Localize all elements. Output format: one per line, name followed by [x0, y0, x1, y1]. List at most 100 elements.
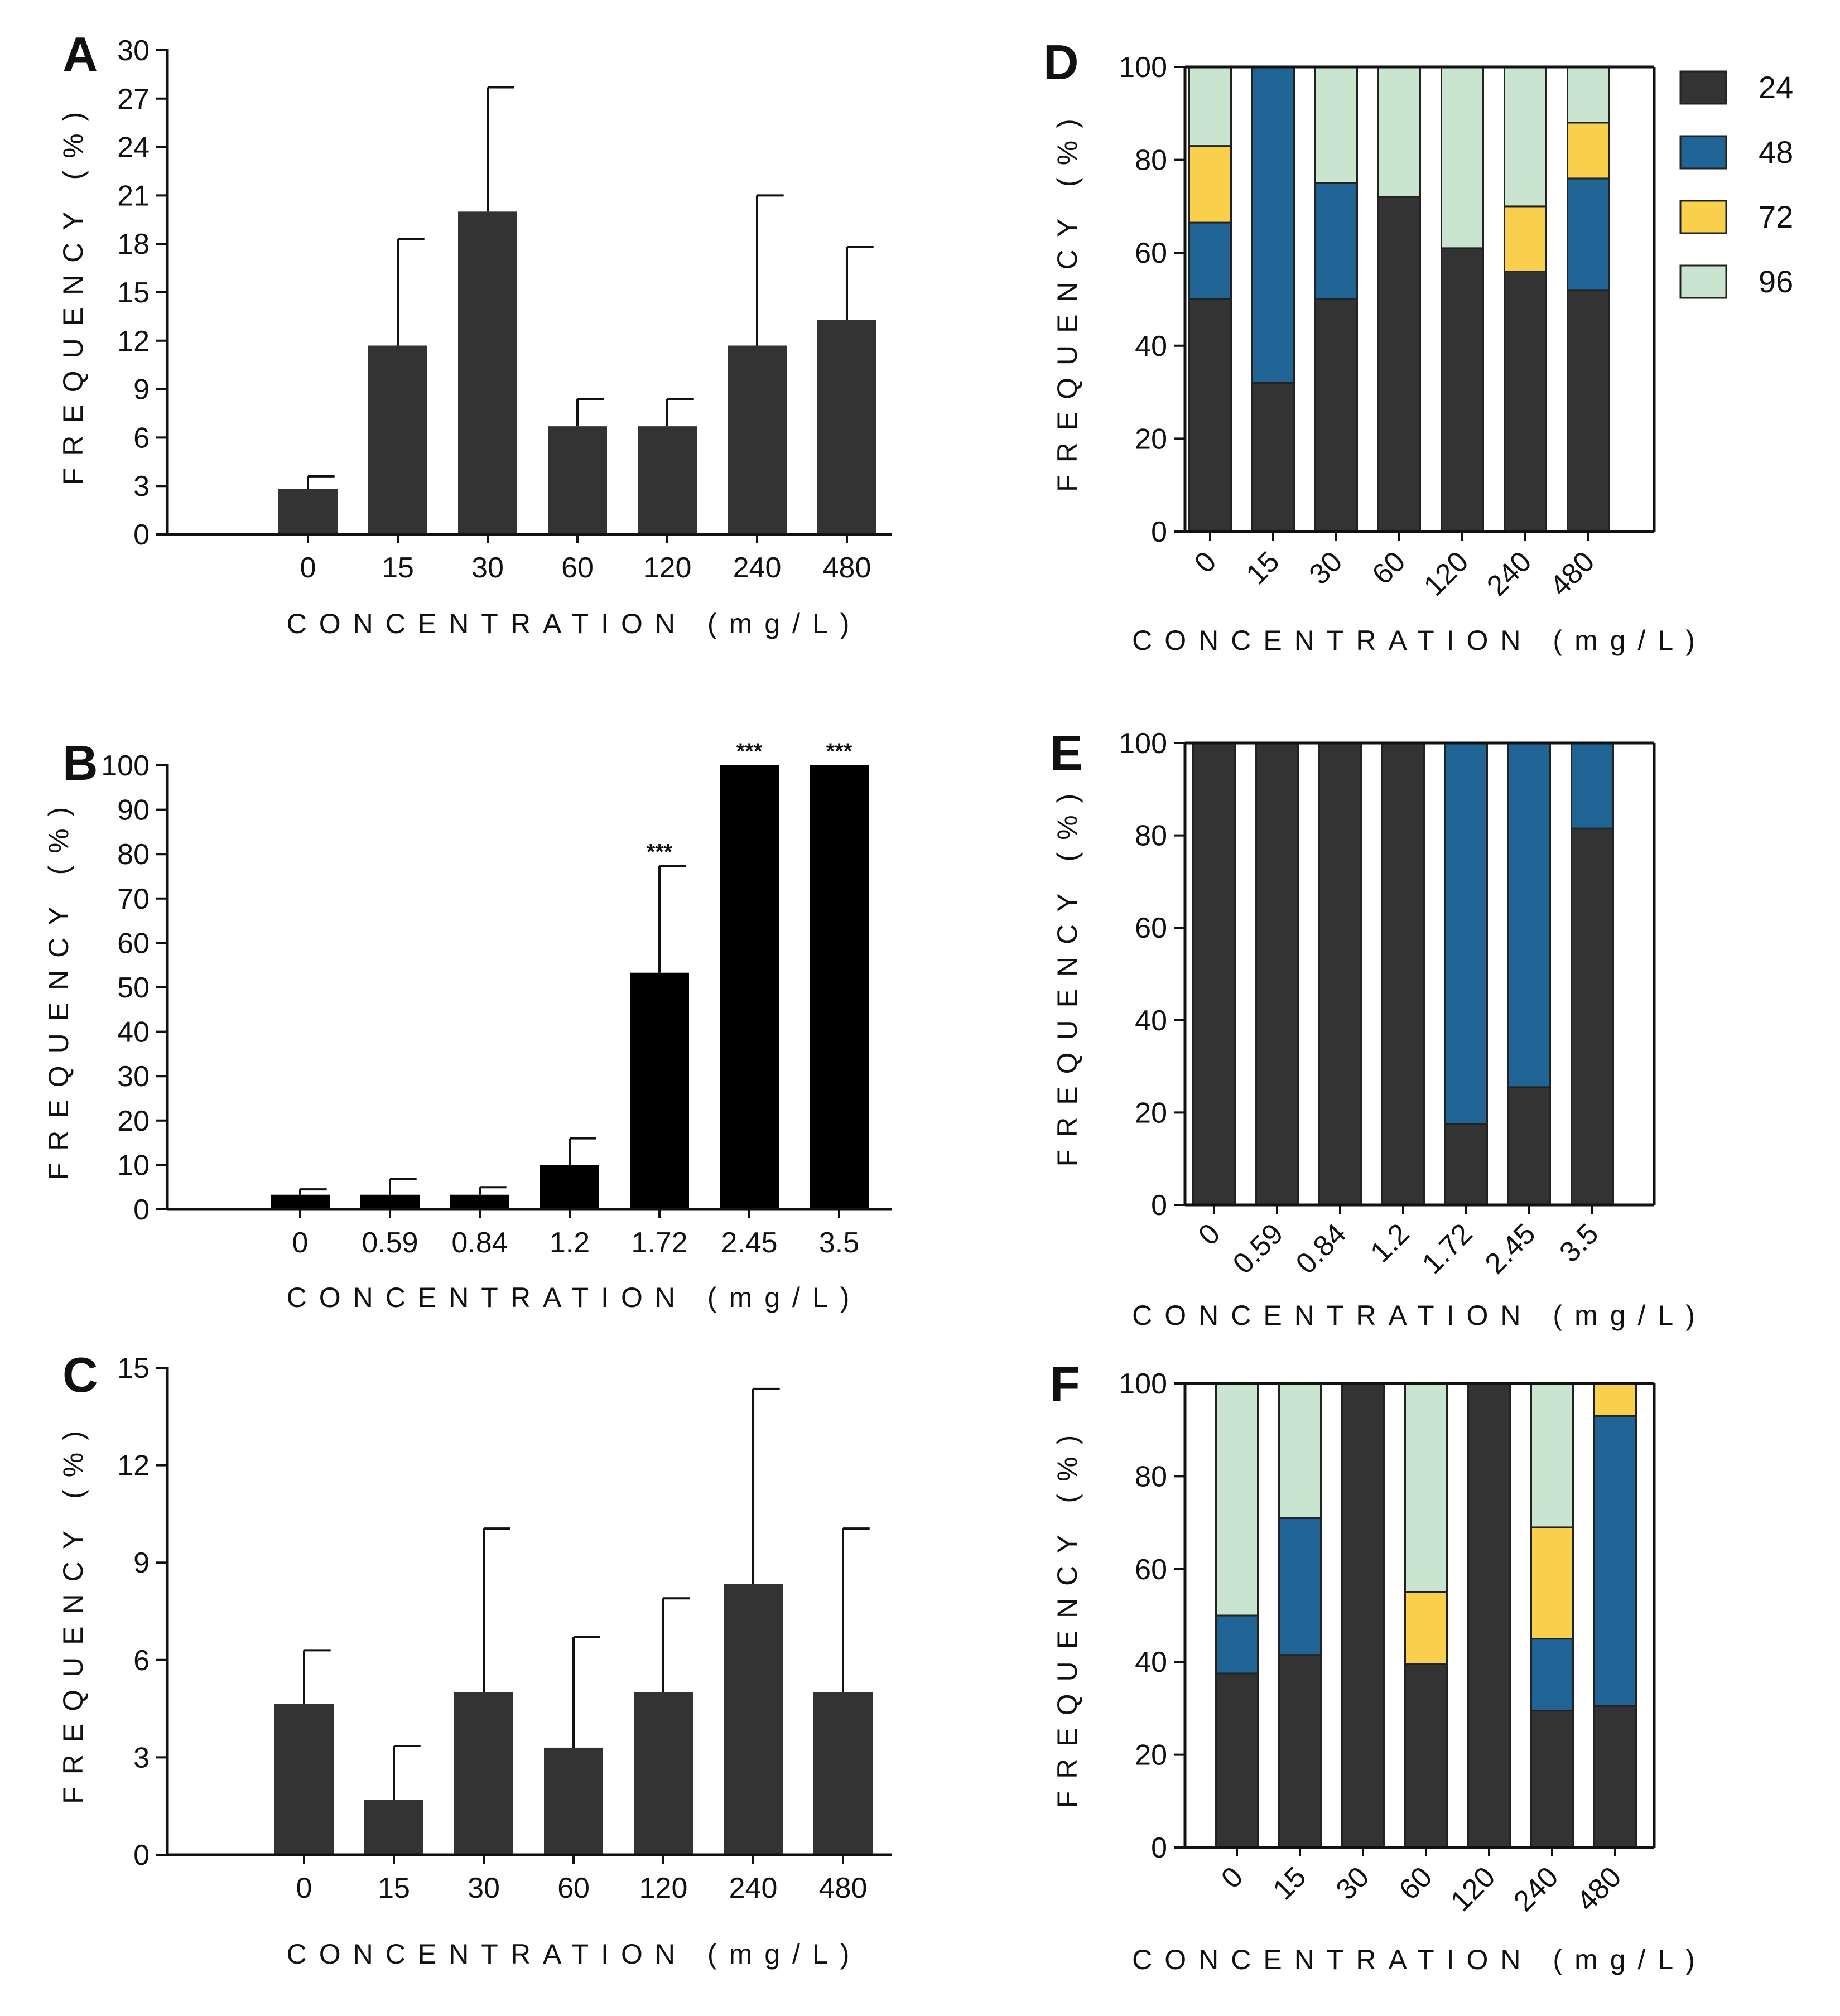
bar: [813, 1692, 873, 1855]
x-tick-label: 480: [1571, 1860, 1627, 1917]
y-tick-label: 6: [133, 422, 150, 454]
bar-segment-24: [1192, 742, 1236, 1206]
y-tick-label: 0: [133, 1194, 150, 1226]
x-tick-label: 60: [561, 552, 594, 584]
y-tick-label: 9: [133, 374, 150, 406]
x-tick-label: 0: [296, 1872, 312, 1904]
y-tick-label: 21: [117, 180, 150, 212]
legend-label-72: 72: [1759, 199, 1793, 234]
x-tick-label: 2.45: [721, 1227, 777, 1259]
y-tick-label: 90: [117, 794, 150, 827]
bar-segment-24: [1381, 742, 1425, 1206]
x-tick-label: 480: [819, 1872, 868, 1904]
y-axis-title: FREQUENCY (%): [1052, 107, 1083, 492]
y-tick-label: 0: [1151, 1189, 1167, 1222]
x-tick-label: 60: [557, 1872, 590, 1904]
y-tick-label: 60: [1135, 912, 1167, 944]
y-axis-title: FREQUENCY (%): [57, 1419, 89, 1804]
x-tick-label: 1.2: [550, 1227, 590, 1259]
y-tick-label: 40: [1135, 1646, 1167, 1679]
x-tick-label: 480: [823, 552, 871, 584]
y-tick-label: 0: [1151, 1832, 1167, 1864]
y-tick-label: 15: [117, 277, 150, 309]
bar-segment-24: [1314, 298, 1358, 533]
bar-segment-48: [1507, 742, 1551, 1088]
panel-letter-c: C: [62, 1347, 98, 1402]
x-axis-title: CONCENTRATION (mg/L): [1132, 1944, 1707, 1975]
x-tick-label: 15: [378, 1872, 410, 1904]
bar: [724, 1584, 783, 1855]
y-axis-title: FREQUENCY (%): [43, 795, 74, 1180]
x-axis-title: CONCENTRATION (mg/L): [1132, 1300, 1707, 1331]
bar-segment-24: [1567, 289, 1610, 533]
y-tick-label: 30: [117, 1060, 150, 1093]
y-axis-title: FREQUENCY (%): [57, 100, 89, 485]
bar-segment-96: [1441, 66, 1484, 249]
y-tick-label: 10: [117, 1149, 150, 1181]
significance-label: ***: [647, 840, 673, 865]
y-tick-label: 40: [117, 1016, 150, 1049]
bar-segment-96: [1404, 1382, 1448, 1593]
bar-segment-48: [1567, 177, 1610, 291]
bar: [630, 972, 689, 1209]
bar-segment-96: [1215, 1382, 1259, 1617]
bar-segment-96: [1188, 66, 1232, 147]
x-axis-title: CONCENTRATION (mg/L): [287, 608, 862, 639]
bar-segment-48: [1188, 221, 1232, 300]
significance-label: ***: [736, 739, 763, 764]
x-tick-label: 15: [1267, 1860, 1313, 1906]
x-tick-label: 60: [1366, 545, 1412, 591]
bar-segment-24: [1404, 1663, 1448, 1849]
legend-label-96: 96: [1759, 264, 1793, 299]
y-tick-label: 3: [133, 470, 150, 503]
y-tick-label: 12: [117, 325, 150, 358]
bar: [634, 1692, 693, 1855]
x-tick-label: 0: [1215, 1860, 1249, 1894]
y-tick-label: 60: [1135, 237, 1167, 269]
y-tick-label: 0: [133, 1839, 150, 1872]
bar-segment-24: [1318, 742, 1362, 1206]
bar: [364, 1800, 423, 1855]
y-tick-label: 40: [1135, 330, 1167, 363]
y-tick-label: 60: [1135, 1554, 1167, 1586]
bar-segment-24: [1255, 742, 1299, 1206]
x-tick-label: 240: [1481, 545, 1538, 602]
x-tick-label: 120: [1444, 1860, 1501, 1917]
bar: [454, 1692, 513, 1855]
y-tick-label: 3: [133, 1742, 150, 1774]
y-tick-label: 0: [133, 519, 150, 551]
bar-segment-24: [1441, 247, 1484, 533]
y-tick-label: 6: [133, 1644, 150, 1677]
bar-segment-24: [1467, 1382, 1511, 1849]
bar-segment-24: [1593, 1705, 1637, 1849]
y-tick-label: 100: [1119, 727, 1167, 760]
x-tick-label: 30: [1330, 1860, 1376, 1906]
y-axis-title: FREQUENCY (%): [1052, 1423, 1083, 1808]
x-tick-label: 0: [1188, 545, 1222, 579]
chart-panel-c: C 0 3 6 9 12 15 0 15 30 60 120 240 480 CONCENTRATION (…: [57, 1347, 892, 1970]
x-axis-title: CONCENTRATION (mg/L): [287, 1282, 862, 1313]
bar-segment-72: [1593, 1382, 1637, 1417]
y-tick-label: 20: [117, 1105, 150, 1137]
y-tick-label: 0: [1151, 516, 1167, 548]
y-tick-label: 50: [117, 972, 150, 1004]
bar-segment-96: [1278, 1382, 1322, 1519]
y-tick-label: 80: [1135, 144, 1167, 177]
bar: [548, 426, 607, 534]
bar-segment-96: [1504, 66, 1547, 208]
y-tick-label: 80: [1135, 820, 1167, 852]
legend-label-48: 48: [1759, 134, 1793, 170]
bar-segment-24: [1504, 271, 1547, 533]
bar: [817, 320, 876, 534]
x-tick-label: 30: [1303, 545, 1349, 591]
x-axis-title: CONCENTRATION (mg/L): [287, 1938, 862, 1970]
chart-panel-a: A 0 3 6 9 12 15 18 21 24 27 30 0 15 30 60 120 240 480 CONCE…: [57, 27, 892, 639]
y-tick-label: 80: [117, 838, 150, 871]
bar-segment-48: [1314, 182, 1358, 300]
x-tick-label: 1.2: [1364, 1217, 1415, 1269]
bar-segment-24: [1188, 298, 1232, 533]
x-tick-label: 15: [382, 552, 414, 584]
